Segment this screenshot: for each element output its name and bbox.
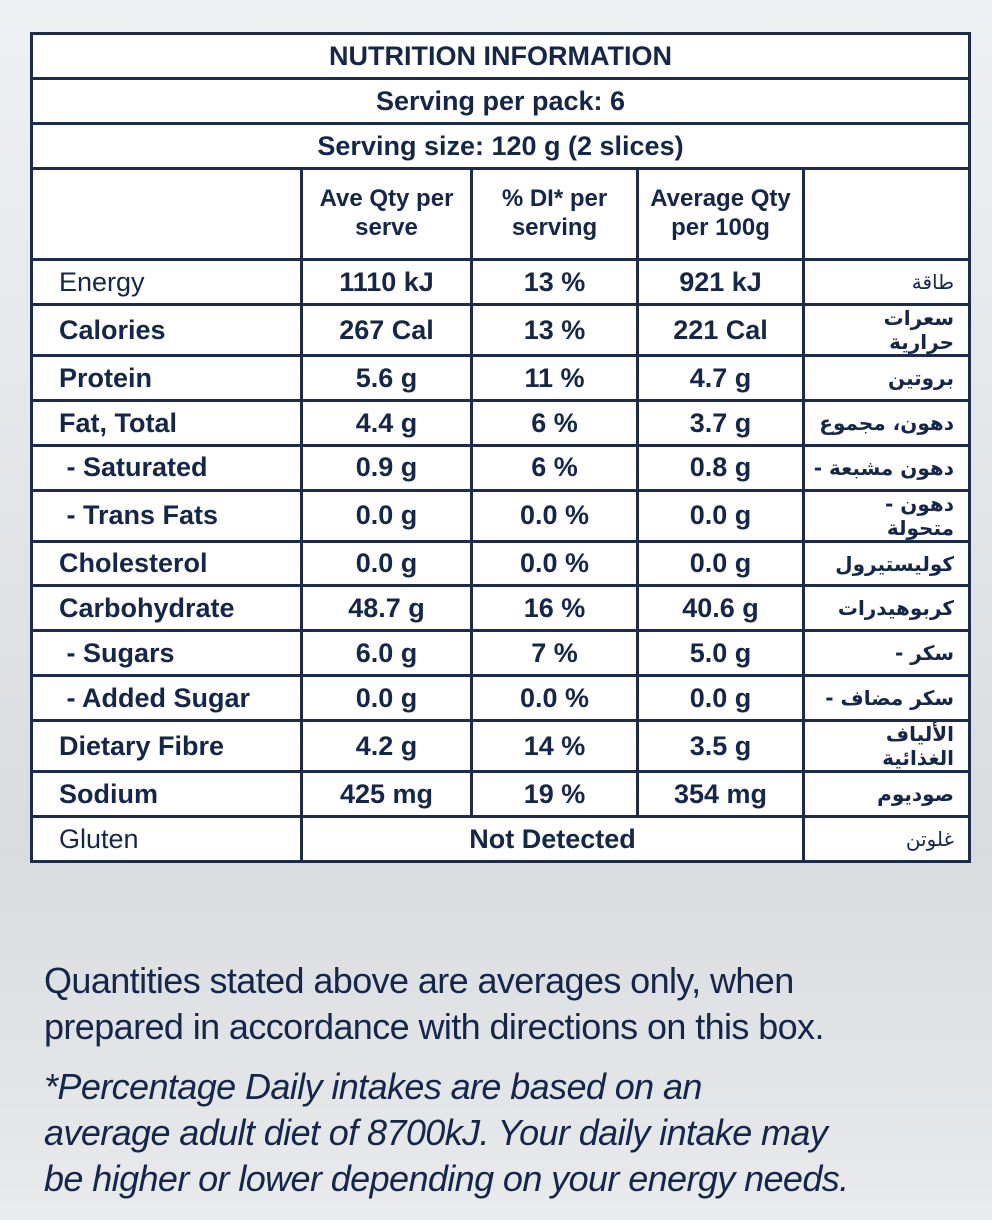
- value-cell: 1110 kJ: [300, 258, 473, 306]
- value-cell: 0.9 g: [300, 443, 473, 492]
- value-cell: 0.0 %: [470, 674, 639, 723]
- column-header: % DI* per serving: [470, 167, 639, 261]
- arabic-name: كوليستيرول: [801, 539, 972, 588]
- nutrient-name: Protein: [30, 353, 303, 402]
- value-cell: 267 Cal: [300, 302, 473, 357]
- nutrient-row: Calories 267 Cal 13 % 221 Cal سعرات حرارية: [30, 302, 972, 357]
- nutrition-table: NUTRITION INFORMATION Serving per pack: …: [29, 32, 972, 863]
- nutrient-name: Cholesterol: [30, 539, 303, 588]
- value-cell: 425 mg: [300, 770, 473, 819]
- value-cell: 11 %: [470, 353, 639, 402]
- footer-line: Quantities stated above are averages onl…: [44, 960, 794, 1001]
- value-cell: 13 %: [470, 302, 639, 357]
- arabic-name: صوديوم: [801, 770, 972, 819]
- nutrient-name: - Sugars: [30, 629, 303, 678]
- column-header: Ave Qty per serve: [300, 167, 473, 261]
- value-cell: 4.2 g: [300, 719, 473, 774]
- value-cell: 4.4 g: [300, 398, 473, 447]
- table-body: NUTRITION INFORMATION Serving per pack: …: [29, 32, 972, 863]
- value-cell: 0.0 g: [636, 674, 805, 723]
- footer-line: *Percentage Daily intakes are based on a…: [44, 1066, 702, 1107]
- value-cell: 921 kJ: [636, 258, 805, 306]
- size-row: Serving size: 120 g (2 slices): [29, 122, 972, 170]
- arabic-name: - سكر مضاف: [801, 674, 972, 723]
- footer-line: average adult diet of 8700kJ. Your daily…: [44, 1112, 828, 1153]
- value-cell: 0.0 g: [636, 539, 805, 588]
- value-cell: 16 %: [470, 584, 639, 633]
- value-cell: 14 %: [470, 719, 639, 774]
- nutrient-row: Carbohydrate 48.7 g 16 % 40.6 g كربوهيدرات: [30, 584, 972, 633]
- averages-note: Quantities stated above are averages onl…: [44, 958, 824, 1050]
- nutrient-name: - Added Sugar: [30, 674, 303, 723]
- arabic-name: - سكر: [801, 629, 972, 678]
- empty-cell: [30, 167, 303, 261]
- serving-per-pack: Serving per pack: 6: [29, 77, 972, 125]
- arabic-name: بروتين: [801, 353, 972, 402]
- value-cell: 48.7 g: [300, 584, 473, 633]
- column-header: Average Qty per 100g: [636, 167, 805, 261]
- value-cell: 19 %: [470, 770, 639, 819]
- column-header-row: Ave Qty per serve% DI* per serving Averag…: [30, 167, 972, 261]
- nutrient-row: Energy 1110 kJ 13 % 921 kJ طاقة: [30, 258, 972, 306]
- arabic-name: - دهون متحولة: [801, 488, 972, 543]
- arabic-name: سعرات حرارية: [801, 302, 972, 357]
- title-row: NUTRITION INFORMATION: [29, 32, 972, 80]
- nutrient-name: Energy: [30, 258, 303, 306]
- value-cell: 5.0 g: [636, 629, 805, 678]
- arabic-name: غلوتن: [801, 815, 972, 863]
- value-cell: 4.7 g: [636, 353, 805, 402]
- nutrient-name: - Trans Fats: [30, 488, 303, 543]
- nutrient-name: Dietary Fibre: [30, 719, 303, 774]
- title: NUTRITION INFORMATION: [29, 32, 972, 80]
- arabic-name: كربوهيدرات: [801, 584, 972, 633]
- value-cell: 0.0 g: [300, 674, 473, 723]
- value-cell: 0.0 g: [300, 539, 473, 588]
- value-cell: 221 Cal: [636, 302, 805, 357]
- nutrient-row: - Trans Fats 0.0 g 0.0 % 0.0 g- دهون متحولة: [30, 488, 972, 543]
- value-cell: 3.7 g: [636, 398, 805, 447]
- value-cell: 7 %: [470, 629, 639, 678]
- nutrient-name: Gluten: [30, 815, 303, 863]
- value-cell: 5.6 g: [300, 353, 473, 402]
- nutrient-row: Gluten Not Detected غلوتن: [30, 815, 972, 863]
- value-cell: 6.0 g: [300, 629, 473, 678]
- value-cell: 3.5 g: [636, 719, 805, 774]
- value-cell: 13 %: [470, 258, 639, 306]
- footer-line: prepared in accordance with directions o…: [44, 1006, 824, 1047]
- nutrient-row: Protein 5.6 g 11 % 4.7 g بروتين: [30, 353, 972, 402]
- nutrient-row: Dietary Fibre 4.2 g 14 % 3.5 g الألياف الغذا…: [30, 719, 972, 774]
- value-cell: 6 %: [470, 398, 639, 447]
- value-cell: 6 %: [470, 443, 639, 492]
- arabic-name: دهون، مجموع: [801, 398, 972, 447]
- value-cell: 354 mg: [636, 770, 805, 819]
- nutrient-row: Cholesterol 0.0 g 0.0 % 0.0 g كوليستيرول: [30, 539, 972, 588]
- pack-row: Serving per pack: 6: [29, 77, 972, 125]
- nutrient-name: Carbohydrate: [30, 584, 303, 633]
- empty-cell: [801, 167, 972, 261]
- nutrient-row: Sodium 425 mg 19 % 354 mg صوديوم: [30, 770, 972, 819]
- nutrient-name: - Saturated: [30, 443, 303, 492]
- nutrient-name: Sodium: [30, 770, 303, 819]
- nutrient-row: - Added Sugar 0.0 g 0.0 % 0.0 g- سكر مضاف: [30, 674, 972, 723]
- value-cell: Not Detected: [300, 815, 805, 863]
- serving-size: Serving size: 120 g (2 slices): [29, 122, 972, 170]
- value-cell: 0.8 g: [636, 443, 805, 492]
- daily-intake-note: *Percentage Daily intakes are based on a…: [44, 1064, 849, 1202]
- value-cell: 40.6 g: [636, 584, 805, 633]
- value-cell: 0.0 g: [300, 488, 473, 543]
- value-cell: 0.0 %: [470, 488, 639, 543]
- nutrient-name: Calories: [30, 302, 303, 357]
- value-cell: 0.0 g: [636, 488, 805, 543]
- arabic-name: طاقة: [801, 258, 972, 306]
- footer-line: be higher or lower depending on your ene…: [44, 1158, 849, 1199]
- nutrient-name: Fat, Total: [30, 398, 303, 447]
- arabic-name: الألياف الغذائية: [801, 719, 972, 774]
- value-cell: 0.0 %: [470, 539, 639, 588]
- arabic-name: - دهون مشبعة: [801, 443, 972, 492]
